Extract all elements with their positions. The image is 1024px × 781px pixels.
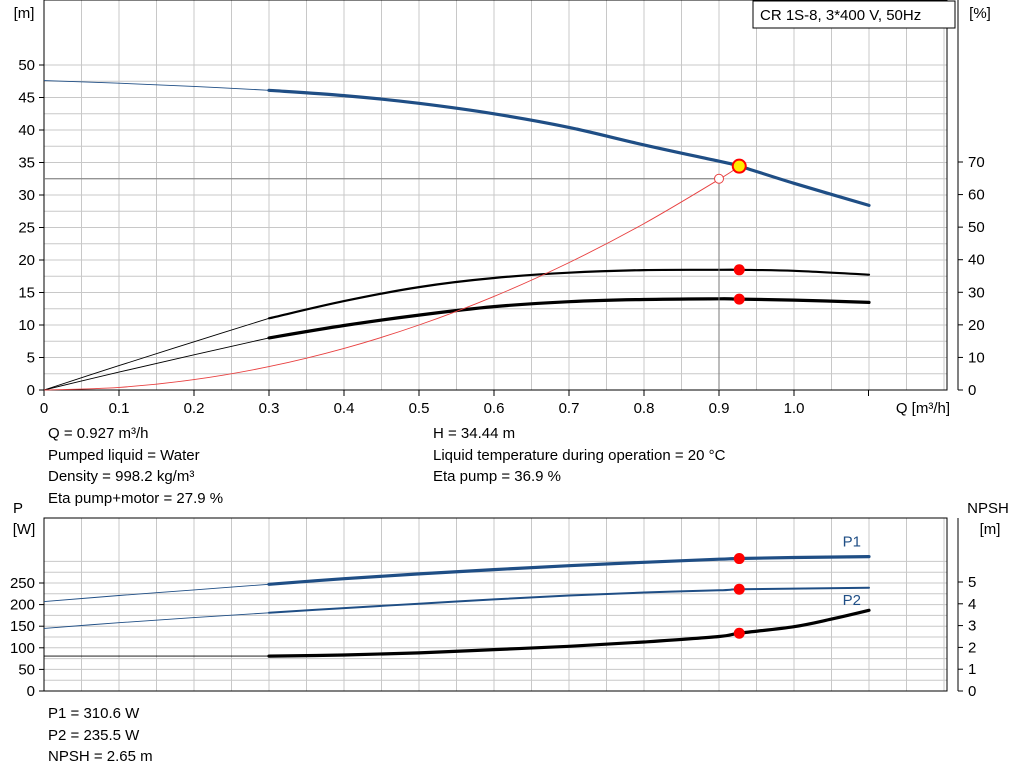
series-curve — [267, 268, 871, 320]
info-eta-pump: Eta pump = 36.9 % — [433, 468, 561, 485]
operating-marker — [733, 293, 745, 305]
x-tick-label: 0.2 — [184, 400, 205, 417]
y-right-tick-label: 60 — [968, 187, 985, 204]
y-left-tick-label: 20 — [18, 252, 35, 269]
y-left-tick-label: 50 — [18, 57, 35, 74]
operating-marker — [733, 627, 745, 639]
info-density: Density = 998.2 kg/m³ — [48, 468, 195, 485]
y-left-tick-label: 0 — [27, 683, 35, 700]
series-extrapolated-segment — [43, 583, 270, 603]
y-right-axis-label: eta — [972, 0, 994, 1]
y-left-tick-label: 45 — [18, 90, 35, 107]
x-tick-label: 0.1 — [109, 400, 130, 417]
y-left-tick-label: 5 — [27, 350, 35, 367]
operating-marker — [733, 264, 745, 276]
x-tick-label: 0.6 — [484, 400, 505, 417]
y-left-axis-unit: [m] — [14, 5, 35, 22]
info-head: H = 34.44 m — [433, 425, 516, 442]
y-left-tick-label: 250 — [10, 575, 35, 592]
x-tick-label: 1.0 — [784, 400, 805, 417]
y-right-tick-label: 0 — [968, 683, 976, 700]
y-right-tick-label: 3 — [968, 618, 976, 635]
series-label-p1: P1 — [843, 534, 861, 551]
y-right-axis-unit: [%] — [969, 5, 991, 22]
y-left-tick-label: 0 — [27, 382, 35, 399]
x-tick-label: 0.5 — [409, 400, 430, 417]
operating-point-marker — [731, 158, 747, 174]
y-right-tick-label: 0 — [968, 382, 976, 399]
series-label-p2: P2 — [843, 592, 861, 609]
y-right-tick-label: 1 — [968, 661, 976, 678]
y-left-axis-label: H — [13, 0, 24, 1]
x-tick-label: 0 — [40, 400, 48, 417]
y-right-axis-unit: [m] — [980, 521, 1001, 538]
bottom-info: P1 = 310.6 W P2 = 235.5 W NPSH = 2.65 m — [48, 703, 153, 768]
series-curve — [267, 297, 871, 340]
info-p1: P1 = 310.6 W — [48, 705, 140, 722]
legend-box-text: CR 1S-8, 3*400 V, 50Hz — [760, 7, 921, 24]
efficiency-hydraulic-curve — [43, 165, 740, 391]
info-temperature: Liquid temperature during operation = 20… — [433, 446, 726, 464]
series-extrapolated-segment — [43, 337, 270, 391]
series-curve — [267, 608, 871, 658]
y-left-tick-label: 25 — [18, 220, 35, 237]
y-left-axis-unit: [W] — [13, 521, 36, 538]
y-right-tick-label: 4 — [968, 596, 976, 613]
y-right-tick-label: 30 — [968, 284, 985, 301]
info-eta-pump-motor: Eta pump+motor = 27.9 % — [48, 489, 224, 507]
legend-box — [752, 0, 956, 29]
y-left-tick-label: 30 — [18, 187, 35, 204]
y-left-tick-label: 15 — [18, 285, 35, 302]
y-right-tick-label: 50 — [968, 219, 985, 236]
x-tick-label: 0.9 — [709, 400, 730, 417]
y-left-tick-label: 10 — [18, 317, 35, 334]
x-tick-label: 0.4 — [334, 400, 355, 417]
series-extrapolated-segment — [43, 612, 270, 629]
info-p2: P2 = 235.5 W — [48, 726, 140, 744]
operating-marker — [733, 553, 745, 565]
series-extrapolated-segment — [43, 317, 270, 391]
top-info-right: H = 34.44 m Liquid temperature during op… — [433, 423, 725, 488]
operating-marker — [733, 583, 745, 595]
y-left-tick-label: 50 — [18, 661, 35, 678]
x-axis-label: Q [m³/h] — [896, 400, 950, 417]
y-right-tick-label: 20 — [968, 317, 985, 334]
y-left-tick-label: 100 — [10, 640, 35, 657]
y-left-tick-label: 35 — [18, 155, 35, 172]
y-right-tick-label: 40 — [968, 252, 985, 269]
y-left-tick-label: 200 — [10, 597, 35, 614]
info-flow: Q = 0.927 m³/h — [48, 425, 149, 442]
y-right-tick-label: 10 — [968, 349, 985, 366]
y-right-tick-label: 70 — [968, 154, 985, 171]
info-liquid: Pumped liquid = Water — [48, 446, 200, 464]
x-tick-label: 0.8 — [634, 400, 655, 417]
y-right-axis-label: NPSH — [967, 500, 1009, 517]
y-right-tick-label: 5 — [968, 574, 976, 591]
y-left-tick-label: 150 — [10, 618, 35, 635]
duty-point-marker — [714, 173, 724, 184]
series-curve — [267, 88, 871, 207]
top-info-left: Q = 0.927 m³/h Pumped liquid = Water Den… — [48, 423, 223, 509]
x-tick-label: 0.7 — [559, 400, 580, 417]
series-curve — [267, 555, 871, 586]
y-right-tick-label: 2 — [968, 639, 976, 656]
series-extrapolated-segment — [43, 80, 270, 91]
y-left-axis-label: P — [13, 500, 23, 517]
info-npsh: NPSH = 2.65 m — [48, 748, 153, 765]
series-curve — [268, 586, 870, 614]
x-tick-label: 0.3 — [259, 400, 280, 417]
y-left-tick-label: 40 — [18, 122, 35, 139]
